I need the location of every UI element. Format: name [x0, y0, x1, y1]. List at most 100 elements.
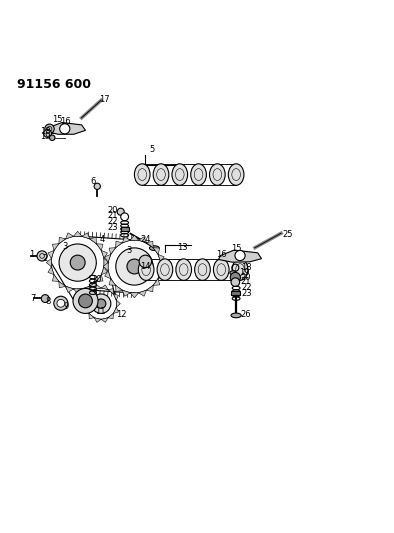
Polygon shape [65, 233, 74, 239]
Polygon shape [46, 259, 51, 266]
Bar [121, 227, 129, 230]
Circle shape [127, 259, 142, 274]
Text: 18: 18 [241, 263, 251, 272]
Ellipse shape [176, 259, 191, 280]
Text: 23: 23 [242, 289, 252, 298]
Polygon shape [84, 294, 89, 300]
Polygon shape [122, 290, 130, 296]
Ellipse shape [210, 164, 225, 185]
Polygon shape [101, 285, 108, 289]
Ellipse shape [231, 313, 241, 318]
Circle shape [121, 213, 128, 221]
Circle shape [97, 299, 106, 309]
Polygon shape [109, 279, 115, 285]
Ellipse shape [191, 164, 206, 185]
Text: 26: 26 [241, 310, 251, 319]
Text: 14: 14 [140, 262, 151, 271]
Polygon shape [89, 313, 94, 319]
Circle shape [94, 183, 100, 189]
Polygon shape [94, 285, 101, 289]
Circle shape [45, 124, 54, 133]
Polygon shape [139, 290, 147, 296]
Text: 5: 5 [149, 144, 154, 154]
Text: 23: 23 [108, 223, 119, 232]
Polygon shape [113, 294, 119, 300]
Polygon shape [130, 235, 139, 240]
Ellipse shape [134, 164, 150, 185]
Polygon shape [115, 285, 122, 292]
Circle shape [54, 296, 68, 310]
Polygon shape [52, 274, 59, 281]
Ellipse shape [157, 259, 173, 280]
Polygon shape [90, 237, 97, 244]
Polygon shape [116, 300, 120, 307]
Circle shape [230, 272, 240, 282]
Ellipse shape [230, 271, 236, 274]
Polygon shape [161, 262, 166, 271]
Polygon shape [139, 237, 147, 243]
Polygon shape [113, 307, 119, 313]
Polygon shape [65, 286, 74, 293]
Text: 21: 21 [241, 277, 251, 286]
Polygon shape [82, 286, 90, 293]
Text: 11: 11 [95, 306, 106, 316]
Polygon shape [130, 293, 139, 298]
Text: 13: 13 [177, 243, 188, 252]
Text: 16: 16 [60, 117, 71, 126]
Circle shape [79, 294, 92, 308]
Polygon shape [74, 231, 82, 236]
Polygon shape [122, 237, 130, 243]
Text: 1: 1 [30, 251, 35, 259]
Ellipse shape [232, 259, 248, 280]
Text: 3: 3 [126, 246, 131, 255]
Text: 3: 3 [62, 241, 67, 251]
Polygon shape [101, 251, 108, 259]
Text: 19: 19 [40, 132, 50, 141]
Circle shape [70, 255, 85, 270]
Polygon shape [115, 241, 122, 248]
Polygon shape [101, 266, 108, 274]
Circle shape [91, 294, 111, 313]
Text: 4: 4 [99, 235, 104, 244]
Circle shape [73, 288, 98, 313]
Circle shape [59, 124, 70, 134]
Circle shape [116, 248, 153, 285]
Circle shape [57, 300, 65, 307]
Polygon shape [103, 262, 108, 271]
Polygon shape [94, 318, 101, 322]
Ellipse shape [195, 259, 210, 280]
Circle shape [44, 130, 52, 138]
Text: 21: 21 [108, 211, 118, 220]
Bar [231, 291, 240, 295]
Text: 15: 15 [52, 115, 63, 124]
Text: 10: 10 [91, 274, 102, 284]
Text: 25: 25 [282, 230, 293, 239]
Text: 20: 20 [241, 272, 251, 281]
Polygon shape [109, 248, 115, 254]
Polygon shape [48, 266, 54, 274]
Ellipse shape [153, 164, 169, 185]
Text: 91156 600: 91156 600 [17, 78, 91, 91]
Circle shape [235, 251, 245, 261]
Polygon shape [147, 285, 153, 292]
Text: 6: 6 [91, 177, 96, 187]
Polygon shape [89, 289, 94, 294]
Text: 19: 19 [239, 268, 250, 277]
Ellipse shape [214, 259, 229, 280]
Circle shape [41, 295, 49, 303]
Ellipse shape [172, 164, 188, 185]
Text: 22: 22 [242, 282, 252, 292]
Polygon shape [147, 241, 153, 248]
Polygon shape [90, 281, 97, 288]
Polygon shape [59, 281, 65, 288]
Ellipse shape [138, 259, 154, 280]
Text: 8: 8 [45, 297, 50, 306]
Polygon shape [48, 251, 54, 259]
Polygon shape [158, 271, 164, 279]
Text: 9: 9 [63, 302, 69, 311]
Polygon shape [105, 254, 111, 262]
Circle shape [37, 251, 47, 261]
Polygon shape [108, 289, 113, 294]
Polygon shape [52, 244, 59, 251]
Text: 12: 12 [115, 310, 126, 319]
